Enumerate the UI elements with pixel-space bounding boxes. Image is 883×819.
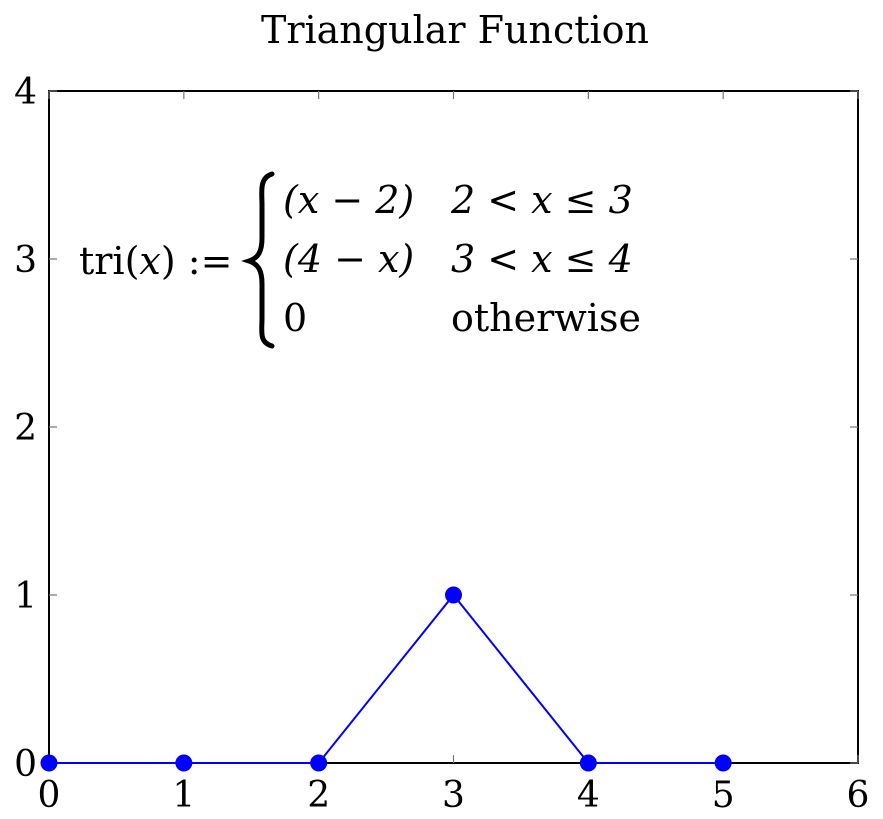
x-tick-label: 4: [577, 775, 600, 816]
y-tick-label: 3: [14, 240, 37, 281]
x-tick-label: 6: [847, 775, 870, 816]
series-line: [49, 593, 724, 764]
case-1-condition: 2 < x ≤ 3: [450, 178, 633, 222]
case-1-expr: (x − 2): [283, 178, 414, 222]
case-2-expr: (4 − x): [283, 237, 414, 281]
data-point-marker: [579, 754, 597, 772]
case-2-condition: 3 < x ≤ 4: [451, 237, 633, 281]
x-tick-label: 3: [442, 775, 465, 816]
case-3-expr: 0: [283, 296, 307, 340]
data-point-marker: [40, 754, 58, 772]
x-tick-label: 5: [712, 775, 735, 816]
chart-title: Triangular Function: [261, 8, 649, 52]
x-tick-label: 2: [307, 775, 330, 816]
data-point-marker: [175, 754, 193, 772]
data-point-marker: [445, 586, 462, 604]
formula-lhs-prefix: tri(: [79, 239, 139, 283]
y-tick-label: 0: [14, 744, 37, 785]
axis-ticks: [48, 90, 859, 764]
series-group: [40, 586, 732, 772]
y-tick-label: 2: [14, 408, 37, 449]
data-point-marker: [310, 754, 328, 772]
case-3-condition: otherwise: [451, 296, 641, 340]
formula-lhs-suffix: ) :=: [161, 239, 233, 283]
formula-brace: [241, 171, 275, 349]
formula-annotation: tri(x) := (x − 2) 2 < x ≤ 3 (4 − x) 3 < …: [79, 171, 641, 349]
y-tick-label: 1: [14, 576, 37, 617]
x-tick-label: 1: [172, 775, 195, 816]
y-tick-label: 4: [14, 72, 37, 113]
axis-tick-labels: 0 1 2 3 4 5 6 0 1 2 3 4: [14, 72, 869, 816]
formula-lhs: tri(x) :=: [79, 239, 232, 283]
formula-lhs-var: x: [139, 239, 160, 283]
data-point-marker: [714, 754, 732, 772]
x-tick-label: 0: [38, 775, 61, 816]
